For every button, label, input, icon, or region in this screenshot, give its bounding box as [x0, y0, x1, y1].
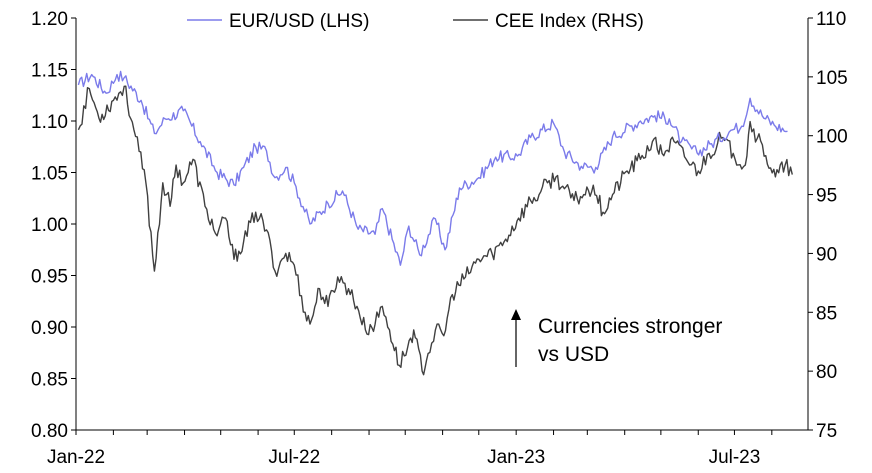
legend-label-eurusd: EUR/USD (LHS) [229, 11, 369, 32]
x-tick-label: Jul-23 [709, 447, 761, 468]
annotation-line-1: Currencies stronger [538, 315, 722, 338]
x-tick-label: Jan-23 [487, 447, 545, 468]
left-tick-label: 1.20 [31, 9, 68, 30]
x-tick-label: Jul-22 [268, 447, 320, 468]
x-tick-label: Jan-22 [47, 447, 105, 468]
eurusd-line [77, 70, 788, 266]
legend-label-cee-index: CEE Index (RHS) [495, 11, 644, 32]
right-tick-label: 75 [816, 421, 837, 442]
right-tick-label: 85 [816, 303, 837, 324]
axes: 0.80 0.85 0.90 0.95 1.00 1.05 1.10 1.15 1.20 75 80… [31, 9, 848, 468]
left-tick-label: 0.90 [31, 318, 68, 339]
series-layer [77, 70, 793, 376]
left-tick-label: 1.15 [31, 61, 68, 82]
left-tick-label: 0.95 [31, 267, 68, 288]
right-tick-label: 105 [816, 68, 848, 89]
left-tick-label: 1.10 [31, 112, 68, 133]
cee-index-line [77, 85, 793, 376]
annotation-arrow-head [511, 309, 521, 320]
right-tick-label: 80 [816, 362, 837, 383]
right-tick-label: 100 [816, 127, 848, 148]
left-tick-label: 0.80 [31, 421, 68, 442]
annotation: Currencies stronger vs USD [511, 309, 722, 367]
left-tick-label: 0.85 [31, 370, 68, 391]
right-tick-label: 90 [816, 244, 837, 265]
right-tick-label: 95 [816, 186, 837, 207]
left-tick-label: 1.00 [31, 215, 68, 236]
right-tick-label: 110 [816, 9, 846, 30]
annotation-line-2: vs USD [538, 343, 609, 366]
legend: EUR/USD (LHS) CEE Index (RHS) [187, 11, 644, 32]
left-tick-label: 1.05 [31, 164, 68, 185]
